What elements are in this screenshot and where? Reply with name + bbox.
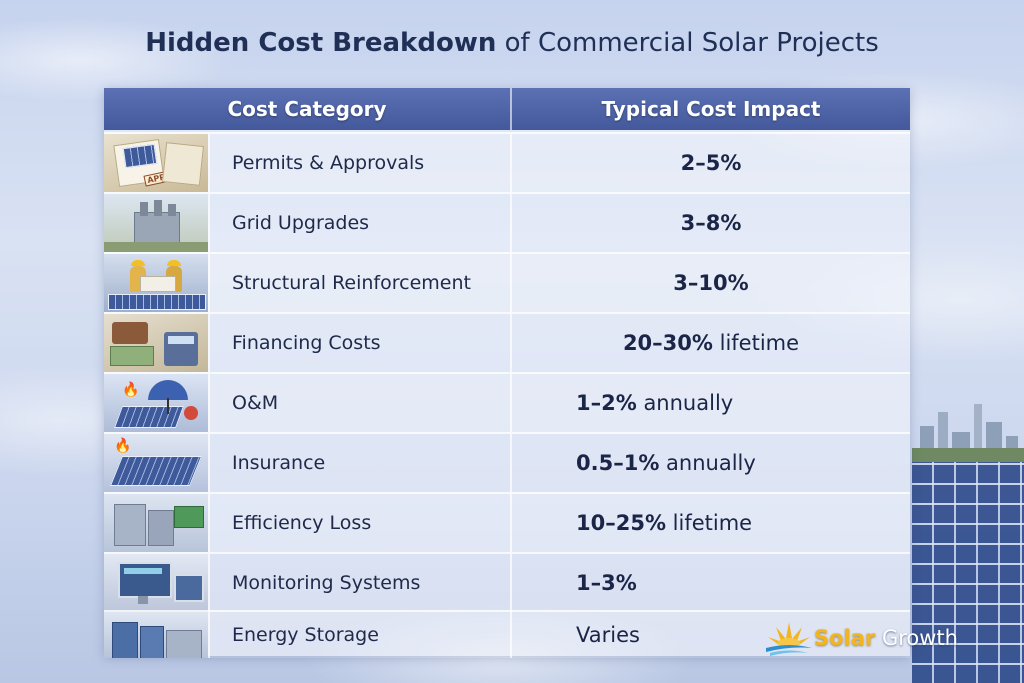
impact-value: 3–10% xyxy=(673,271,749,295)
cost-category-cell: O&M xyxy=(210,374,512,432)
cost-impact-cell: 3–10% xyxy=(512,271,910,295)
cost-impact-cell: 0.5–1% annually xyxy=(512,451,910,475)
solar-growth-logo: Solar Growth xyxy=(764,618,1004,658)
approved-documents-icon: APPROVED xyxy=(104,134,210,192)
impact-value: 2–5% xyxy=(680,151,742,175)
logo-text: Solar Growth xyxy=(814,626,958,650)
table-row: Monitoring Systems 1–3% xyxy=(104,552,910,612)
impact-value: 3–8% xyxy=(680,211,742,235)
cost-impact-cell: 3–8% xyxy=(512,211,910,235)
substation-icon xyxy=(104,194,210,252)
table-row: Structural Reinforcement 3–10% xyxy=(104,252,910,312)
table-header: Cost Category Typical Cost Impact xyxy=(104,88,910,130)
table-row: Grid Upgrades 3–8% xyxy=(104,192,910,252)
title-bold: Hidden Cost Breakdown xyxy=(145,28,497,58)
logo-solar: Solar xyxy=(814,626,876,650)
impact-value: 10–25% xyxy=(576,511,666,535)
monitor-icon xyxy=(104,554,210,612)
impact-qualifier: Varies xyxy=(576,623,640,647)
table-row: Energy Storage Varies xyxy=(104,610,910,658)
cost-impact-cell: 10–25% lifetime xyxy=(512,511,910,535)
cost-category-cell: Permits & Approvals xyxy=(210,134,512,192)
solar-field-decoration xyxy=(912,462,1024,683)
table-row: Efficiency Loss 10–25% lifetime xyxy=(104,492,910,552)
cost-category-cell: Insurance xyxy=(210,434,512,492)
page-title: Hidden Cost Breakdown of Commercial Sola… xyxy=(0,28,1024,58)
cost-category-cell: Efficiency Loss xyxy=(210,494,512,552)
table-row: 🔥 O&M 1–2% annually xyxy=(104,372,910,432)
cost-table: Cost Category Typical Cost Impact APPROV… xyxy=(104,88,910,658)
impact-value: 1–2% xyxy=(576,391,637,415)
cost-category-cell: Energy Storage xyxy=(210,612,512,658)
impact-value: 0.5–1% xyxy=(576,451,660,475)
header-typical-cost-impact: Typical Cost Impact xyxy=(601,97,821,121)
table-row: Financing Costs 20–30% lifetime xyxy=(104,312,910,372)
impact-qualifier: lifetime xyxy=(666,511,753,535)
sun-icon xyxy=(764,618,814,658)
cost-impact-cell: 1–3% xyxy=(512,571,910,595)
table-row: 🔥 Insurance 0.5–1% annually xyxy=(104,432,910,492)
city-skyline-decoration xyxy=(912,392,1024,462)
title-rest: of Commercial Solar Projects xyxy=(504,28,879,58)
impact-value: 1–3% xyxy=(576,571,637,595)
cost-impact-cell: Varies xyxy=(512,623,910,647)
panel-fire-icon: 🔥 xyxy=(104,434,210,492)
impact-value: 20–30% xyxy=(622,331,713,355)
header-cost-category: Cost Category xyxy=(104,88,512,130)
cost-category-cell: Monitoring Systems xyxy=(210,554,512,612)
engineers-icon xyxy=(104,254,210,312)
impact-qualifier: annually xyxy=(636,391,734,415)
equipment-icon xyxy=(104,494,210,552)
cost-impact-cell: 2–5% xyxy=(512,151,910,175)
cost-category-cell: Structural Reinforcement xyxy=(210,254,512,312)
money-calculator-icon xyxy=(104,314,210,372)
battery-storage-icon xyxy=(104,612,210,658)
logo-growth: Growth xyxy=(875,626,958,650)
cost-impact-cell: 1–2% annually xyxy=(512,391,910,415)
umbrella-panel-icon: 🔥 xyxy=(104,374,210,432)
cost-impact-cell: 20–30% lifetime xyxy=(512,331,910,355)
cost-category-cell: Financing Costs xyxy=(210,314,512,372)
cost-category-cell: Grid Upgrades xyxy=(210,194,512,252)
impact-qualifier: annually xyxy=(659,451,756,475)
impact-qualifier: lifetime xyxy=(712,331,800,355)
table-row: APPROVED Permits & Approvals 2–5% xyxy=(104,132,910,192)
